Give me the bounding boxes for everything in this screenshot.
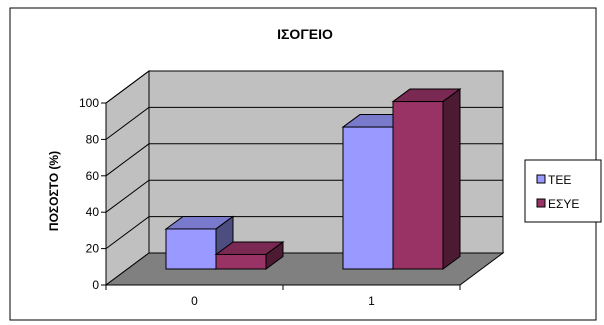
y-tick-label: 100 [79, 96, 99, 110]
y-tick-label: 40 [86, 205, 100, 219]
legend-swatch [536, 198, 546, 208]
bar-side-face [442, 88, 461, 270]
legend-box [524, 159, 602, 223]
bars [164, 88, 462, 270]
legend-swatch [536, 174, 546, 184]
y-tick-label: 80 [86, 132, 100, 146]
legend-label: ΕΣΥΕ [548, 197, 579, 211]
bar-ΕΣΥΕ-0 [214, 240, 285, 270]
axes [101, 102, 461, 290]
bar-ΕΣΥΕ-1 [391, 88, 462, 270]
y-tick-label: 60 [86, 169, 100, 183]
bar-front-face [392, 101, 444, 270]
y-tick-labels: 0 20 40 60 80 100 [79, 96, 99, 292]
bar-front-face [215, 253, 267, 270]
chart-title: ΙΣΟΓΕΙΟ [277, 26, 333, 42]
x-tick-label: 0 [191, 294, 198, 308]
bar-front-face [165, 228, 217, 270]
gridline [105, 106, 503, 140]
side-wall [105, 70, 150, 286]
bar-front-face [342, 126, 394, 270]
y-tick-label: 0 [92, 278, 99, 292]
y-tick-label: 20 [86, 242, 100, 256]
y-axis-label: ΠΟΣΟΣΤΟ (%) [47, 151, 61, 231]
x-tick-label: 1 [368, 294, 375, 308]
legend-label: TEE [548, 173, 571, 187]
gridline [105, 70, 503, 104]
legend: TEE ΕΣΥΕ [536, 173, 579, 211]
